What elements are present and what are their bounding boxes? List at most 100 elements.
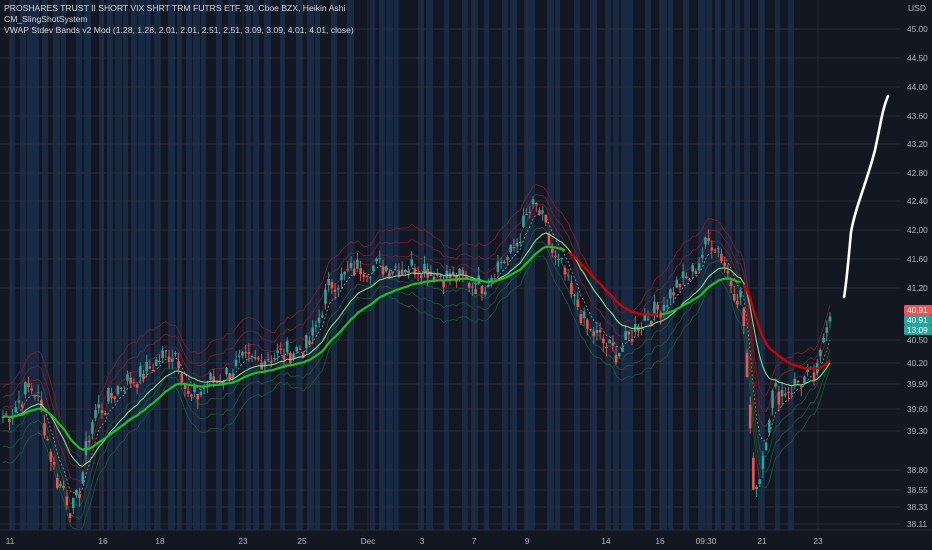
candle-body[interactable] — [506, 257, 509, 260]
candle-body[interactable] — [512, 247, 516, 249]
candle-body[interactable] — [790, 393, 793, 395]
candle-body[interactable] — [244, 352, 247, 354]
candle-body[interactable] — [305, 335, 308, 348]
candle-body[interactable] — [761, 455, 765, 469]
freehand-line[interactable] — [842, 94, 890, 299]
candle-body[interactable] — [576, 299, 580, 307]
candle-body[interactable] — [799, 386, 803, 388]
candle-body[interactable] — [729, 280, 733, 286]
candle-body[interactable] — [672, 292, 675, 296]
candle-body[interactable] — [608, 339, 611, 344]
candle-body[interactable] — [611, 342, 615, 346]
candle-body[interactable] — [503, 261, 506, 263]
candle-body[interactable] — [404, 269, 407, 273]
drawn-annotation[interactable] — [842, 94, 890, 299]
candle-body[interactable] — [186, 391, 190, 394]
candle-body[interactable] — [253, 357, 257, 359]
candle-body[interactable] — [263, 361, 267, 367]
candle-body[interactable] — [570, 283, 573, 295]
candle-body[interactable] — [180, 374, 184, 383]
candle-body[interactable] — [665, 305, 669, 307]
candle-body[interactable] — [311, 327, 315, 336]
candle-body[interactable] — [343, 271, 346, 275]
candle-body[interactable] — [8, 418, 11, 423]
candle-body[interactable] — [541, 210, 544, 213]
candle-body[interactable] — [193, 386, 196, 392]
candle-body[interactable] — [234, 359, 238, 367]
candle-body[interactable] — [681, 271, 685, 279]
candle-body[interactable] — [774, 383, 778, 387]
candle-body[interactable] — [710, 247, 714, 251]
candle-body[interactable] — [758, 479, 762, 484]
candle-body[interactable] — [257, 358, 260, 360]
candle-body[interactable] — [573, 294, 576, 297]
candle-body[interactable] — [435, 273, 439, 276]
candle-body[interactable] — [579, 314, 583, 324]
candle-body[interactable] — [269, 361, 273, 363]
candle-body[interactable] — [375, 258, 378, 262]
candle-body[interactable] — [308, 340, 311, 345]
candle-body[interactable] — [87, 440, 91, 443]
candle-body[interactable] — [812, 372, 816, 380]
price-axis[interactable]: 45.00 44.50 44.00 43.60 43.20 42.80 42.40 42.00… — [900, 0, 932, 550]
candle-body[interactable] — [113, 396, 117, 399]
candle-body[interactable] — [145, 362, 148, 372]
candle-body[interactable] — [525, 214, 528, 216]
candle-body[interactable] — [36, 391, 40, 393]
candle-body[interactable] — [352, 268, 356, 276]
candle-body[interactable] — [46, 438, 50, 441]
candle-body[interactable] — [563, 267, 567, 275]
candle-body[interactable] — [330, 282, 334, 289]
candle-body[interactable] — [142, 374, 145, 380]
candle-body[interactable] — [796, 380, 800, 383]
candle-body[interactable] — [586, 319, 589, 329]
candle-body[interactable] — [161, 350, 164, 358]
candle-body[interactable] — [285, 341, 289, 352]
candle-body[interactable] — [381, 266, 385, 275]
candle-body[interactable] — [566, 275, 570, 277]
candle-body[interactable] — [116, 386, 120, 395]
candle-body[interactable] — [273, 357, 276, 360]
candle-body[interactable] — [237, 355, 241, 357]
candle-body[interactable] — [413, 268, 417, 275]
indicator-slingshot-label[interactable]: CM_SlingShotSystem — [4, 14, 88, 25]
candle-body[interactable] — [247, 352, 251, 354]
candle-body[interactable] — [388, 272, 391, 277]
candle-body[interactable] — [349, 262, 353, 269]
candle-body[interactable] — [231, 373, 235, 378]
candle-body[interactable] — [365, 275, 369, 277]
candle-body[interactable] — [164, 350, 168, 352]
candle-body[interactable] — [107, 388, 110, 402]
candle-body[interactable] — [298, 348, 302, 350]
candle-body[interactable] — [592, 331, 596, 337]
candle-body[interactable] — [419, 275, 423, 278]
candle-body[interactable] — [617, 353, 621, 357]
candle-body[interactable] — [518, 241, 522, 244]
candle-body[interactable] — [630, 339, 634, 342]
candle-body[interactable] — [346, 269, 350, 271]
candle-body[interactable] — [55, 478, 59, 489]
candle-body[interactable] — [493, 278, 497, 280]
candle-body[interactable] — [423, 264, 426, 272]
candle-body[interactable] — [480, 285, 484, 294]
candle-body[interactable] — [378, 258, 382, 260]
candle-body[interactable] — [327, 279, 330, 286]
candle-body[interactable] — [317, 317, 321, 323]
candle-body[interactable] — [621, 347, 624, 352]
candle-body[interactable] — [742, 308, 746, 327]
candle-body[interactable] — [461, 270, 465, 275]
candle-body[interactable] — [218, 382, 222, 384]
candle-body[interactable] — [646, 318, 650, 320]
candle-body[interactable] — [212, 376, 216, 382]
candle-body[interactable] — [483, 291, 487, 295]
candle-body[interactable] — [659, 312, 663, 318]
candle-body[interactable] — [68, 513, 72, 519]
candle-body[interactable] — [97, 404, 101, 409]
candle-body[interactable] — [822, 337, 825, 343]
candle-body[interactable] — [177, 361, 180, 369]
candle-body[interactable] — [289, 352, 292, 364]
candle-body[interactable] — [30, 388, 34, 391]
candle-body[interactable] — [598, 329, 602, 333]
candle-body[interactable] — [362, 274, 366, 277]
